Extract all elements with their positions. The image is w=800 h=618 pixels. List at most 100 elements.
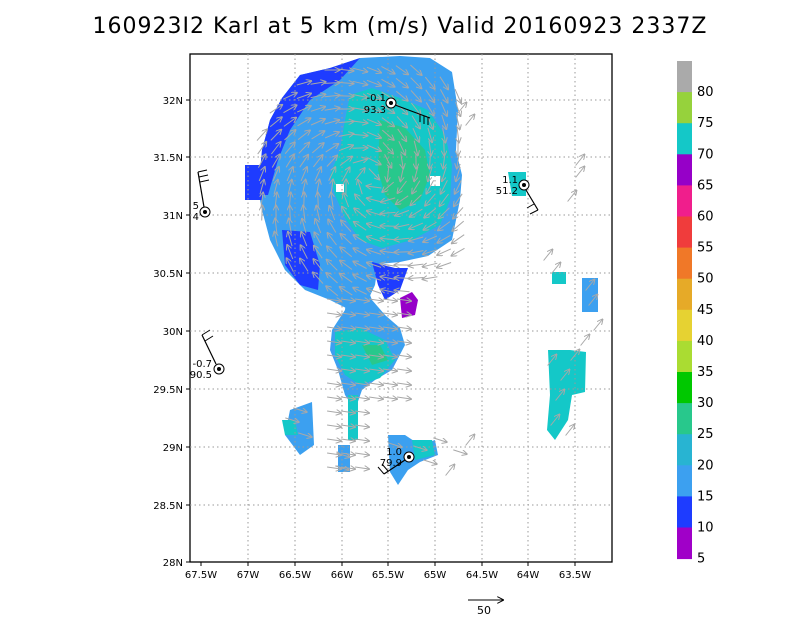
wind-vector	[442, 166, 447, 181]
wind-vector	[343, 193, 350, 208]
wind-vector	[368, 168, 379, 180]
wind-vector	[298, 432, 311, 437]
wind-vector	[381, 289, 396, 292]
y-axis-labels: 32N 31.5N 31N 30.5N 30N 29.5N 29N 28.5N …	[153, 96, 183, 569]
colorbar-swatch	[677, 403, 692, 435]
wind-vector	[311, 143, 323, 154]
wind-vector	[293, 407, 306, 412]
wind-vector	[355, 411, 369, 413]
wind-vector	[456, 166, 461, 181]
wind-vector	[354, 248, 367, 257]
y-tick-label: 28.5N	[153, 501, 183, 512]
wind-vector	[367, 224, 382, 229]
wind-vector	[354, 222, 367, 231]
wind-vector	[355, 299, 369, 301]
wind-vector	[324, 95, 340, 97]
wind-vector	[354, 235, 367, 244]
wind-vector	[341, 369, 355, 371]
wind-vector	[396, 195, 409, 204]
y-tick-label: 28N	[163, 558, 183, 569]
reference-vector-label: 50	[477, 604, 491, 617]
wind-vector	[550, 415, 560, 426]
wind-vector	[367, 289, 382, 294]
wind-vector	[271, 142, 280, 155]
wind-vector	[324, 108, 340, 111]
wind-vector	[262, 206, 263, 221]
wind-vector	[588, 295, 598, 306]
wind-vector	[455, 180, 462, 193]
wind-vector	[429, 140, 431, 156]
wind-vector	[313, 272, 324, 284]
wind-vector	[341, 439, 355, 441]
wind-vector	[425, 102, 433, 116]
wind-vector	[555, 390, 565, 401]
wind-vector	[453, 449, 466, 454]
station-plot: 5 4	[193, 169, 211, 223]
colorbar-swatch	[677, 372, 692, 404]
wind-vector	[438, 221, 451, 231]
wind-vector	[369, 355, 383, 357]
wind-vector	[381, 277, 396, 280]
wind-vector	[355, 467, 369, 469]
y-tick-label: 32N	[163, 96, 183, 107]
wind-vector	[409, 278, 424, 279]
wind-vector	[310, 82, 326, 84]
wind-vector	[439, 207, 450, 218]
wind-vector	[366, 131, 381, 138]
wind-vector	[338, 96, 354, 97]
wind-vector	[396, 103, 408, 114]
wind-vector	[355, 397, 369, 399]
colorbar-label: 60	[697, 210, 714, 225]
wind-vector	[401, 153, 403, 169]
wind-vector	[327, 260, 338, 271]
wind-vector	[367, 263, 382, 268]
wind-vector	[400, 166, 403, 182]
wind-vector	[425, 89, 435, 102]
wind-vector	[369, 383, 383, 385]
wind-vector	[326, 286, 339, 297]
wind-vector	[369, 369, 383, 371]
wind-vector	[327, 467, 341, 469]
colorbar-swatch	[677, 340, 692, 373]
wind-vector	[354, 208, 367, 219]
colorbar-swatch	[677, 154, 692, 186]
wind-vector	[443, 153, 445, 169]
wind-vector	[354, 168, 364, 181]
wind-vector	[283, 118, 296, 127]
wind-vector	[465, 115, 475, 126]
wind-vector	[410, 64, 421, 75]
wind-vector	[439, 76, 448, 90]
wind-vector	[338, 69, 354, 71]
station-plot: -0.1 93.3	[364, 93, 431, 125]
wind-vector	[310, 107, 325, 112]
wind-vector	[397, 383, 411, 385]
station-top-value: 5	[193, 201, 199, 212]
wind-vector	[341, 220, 352, 232]
wind-vector	[426, 180, 435, 193]
wind-vector	[340, 261, 353, 270]
wind-vector	[353, 275, 367, 282]
wind-vector	[300, 259, 309, 272]
wind-vector	[397, 355, 411, 357]
colorbar-label: 25	[697, 427, 714, 442]
colorbar-swatch	[677, 92, 692, 124]
wind-vector	[366, 118, 381, 125]
colorbar-label: 75	[697, 116, 714, 131]
wind-vector	[355, 313, 369, 315]
wind-vector	[441, 114, 447, 129]
wind-vector	[366, 66, 381, 72]
colorbar-swatch	[677, 123, 692, 155]
wind-speed-shading	[245, 56, 598, 485]
colorbar-swatch	[677, 465, 692, 497]
wind-vector	[367, 198, 382, 203]
wind-vector	[327, 355, 341, 357]
station-top-value: 1.0	[386, 447, 402, 458]
wind-vector	[298, 143, 309, 154]
wind-vector	[551, 263, 561, 274]
wind-vector	[423, 249, 438, 255]
wind-vector	[397, 341, 411, 343]
wind-vector	[270, 130, 281, 141]
colorbar-label: 45	[697, 303, 714, 318]
station-bottom-value: 79.9	[380, 458, 402, 469]
